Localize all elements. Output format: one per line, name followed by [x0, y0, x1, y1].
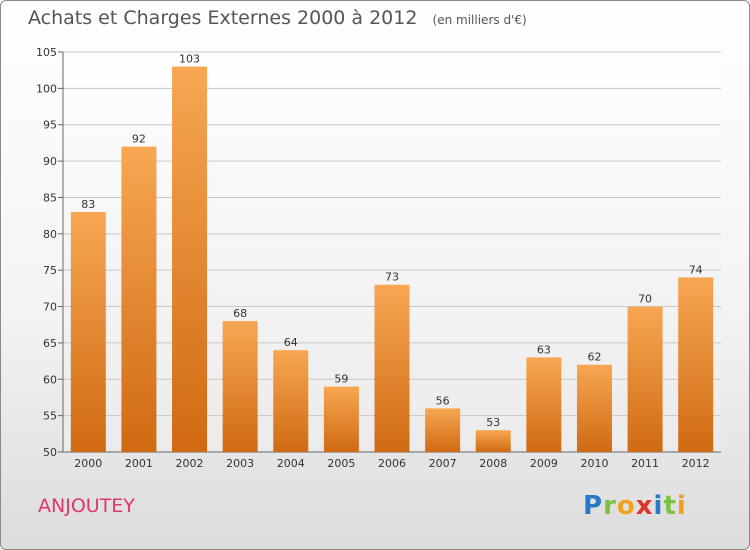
bar [475, 430, 511, 452]
y-tick-label: 65 [43, 337, 57, 350]
bar [627, 306, 663, 452]
data-label: 73 [385, 271, 399, 284]
x-tick-label: 2002 [176, 457, 204, 470]
bar [374, 284, 410, 452]
x-tick-label: 2009 [530, 457, 558, 470]
chart-title-text: Achats et Charges Externes 2000 à 2012 [28, 7, 418, 29]
y-tick-label: 50 [43, 446, 57, 459]
y-tick-label: 85 [43, 191, 57, 204]
x-tick-label: 2004 [277, 457, 305, 470]
x-tick-label: 2010 [580, 457, 608, 470]
x-tick-label: 2000 [74, 457, 102, 470]
bar [576, 364, 612, 452]
bar [273, 350, 309, 452]
data-label: 56 [436, 394, 450, 407]
chart-unit-note: (en milliers d'€) [432, 13, 527, 27]
data-label: 68 [233, 307, 247, 320]
bar [323, 386, 359, 452]
logo-letter: o [616, 491, 636, 521]
y-tick-label: 70 [43, 301, 57, 314]
y-tick-label: 105 [36, 46, 57, 59]
data-label: 53 [486, 416, 500, 429]
y-tick-label: 90 [43, 155, 57, 168]
bar [70, 212, 106, 452]
data-label: 92 [132, 133, 146, 146]
bar [222, 321, 258, 452]
logo-letter: i [676, 491, 687, 521]
data-label: 63 [537, 343, 551, 356]
logo-letter: t [663, 491, 677, 521]
chart-title: Achats et Charges Externes 2000 à 2012 (… [28, 7, 527, 29]
proxiti-logo: Proxiti [583, 491, 687, 521]
bar [121, 146, 157, 452]
y-tick-label: 80 [43, 228, 57, 241]
place-name: ANJOUTEY [38, 495, 135, 517]
x-tick-label: 2006 [378, 457, 406, 470]
y-tick-label: 100 [36, 82, 57, 95]
logo-letter: i [653, 491, 664, 521]
bar [678, 277, 714, 452]
y-tick-label: 95 [43, 119, 57, 132]
x-tick-label: 2008 [479, 457, 507, 470]
data-label: 83 [81, 198, 95, 211]
data-label: 62 [587, 351, 601, 364]
logo-letter: P [583, 491, 604, 521]
x-tick-label: 2005 [327, 457, 355, 470]
data-label: 64 [284, 336, 298, 349]
x-tick-label: 2003 [226, 457, 254, 470]
x-tick-label: 2012 [682, 457, 710, 470]
x-tick-label: 2001 [125, 457, 153, 470]
x-tick-label: 2007 [429, 457, 457, 470]
data-label: 103 [179, 53, 200, 66]
data-label: 70 [638, 293, 652, 306]
data-label: 74 [689, 263, 703, 276]
y-tick-label: 75 [43, 264, 57, 277]
logo-letter: r [603, 491, 617, 521]
bar [425, 408, 461, 452]
y-tick-label: 55 [43, 410, 57, 423]
data-label: 59 [334, 373, 348, 386]
logo-letter: x [635, 491, 654, 521]
bar [172, 66, 208, 452]
bar [526, 357, 562, 452]
y-tick-label: 60 [43, 373, 57, 386]
x-tick-label: 2011 [631, 457, 659, 470]
